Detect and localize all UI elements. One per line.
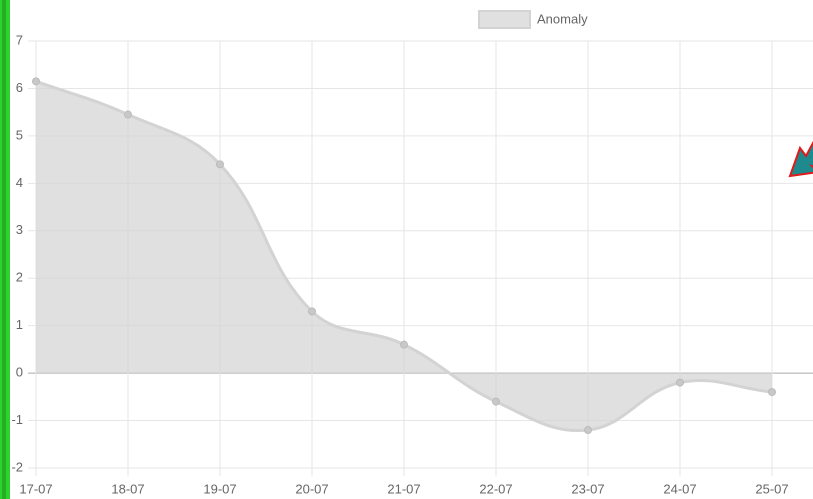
x-tick-label: 23-07 <box>571 481 604 496</box>
background-strip-shade <box>2 0 6 499</box>
plot <box>32 77 776 435</box>
legend-swatch <box>478 10 531 29</box>
arrow-annotation <box>788 140 813 178</box>
area <box>36 81 772 431</box>
point <box>492 397 500 406</box>
point <box>32 77 40 86</box>
y-tick-label: 0 <box>16 365 23 380</box>
x-tick-label: 20-07 <box>295 481 328 496</box>
x-tick-label: 22-07 <box>479 481 512 496</box>
legend-label: Anomaly <box>537 11 588 26</box>
y-tick-label: 1 <box>16 317 23 332</box>
x-tick-label: 18-07 <box>111 481 144 496</box>
point <box>308 307 316 316</box>
point <box>216 160 224 169</box>
x-tick-label: 19-07 <box>203 481 236 496</box>
y-tick-label: 7 <box>16 32 23 47</box>
y-tick-label: -2 <box>11 459 23 474</box>
y-tick-label: 4 <box>16 175 23 190</box>
x-tick-label: 17-07 <box>19 481 52 496</box>
point <box>584 426 592 435</box>
point <box>676 378 684 387</box>
y-tick-label: 3 <box>16 222 23 237</box>
point <box>400 340 408 349</box>
point <box>768 388 776 397</box>
y-tick-label: -1 <box>11 412 23 427</box>
y-tick-label: 6 <box>16 80 23 95</box>
x-tick-label: 25-07 <box>755 481 788 496</box>
x-tick-label: 21-07 <box>387 481 420 496</box>
x-tick-label: 24-07 <box>663 481 696 496</box>
y-tick-label: 5 <box>16 127 23 142</box>
y-tick-label: 2 <box>16 270 23 285</box>
line <box>35 79 773 433</box>
point <box>124 110 132 119</box>
